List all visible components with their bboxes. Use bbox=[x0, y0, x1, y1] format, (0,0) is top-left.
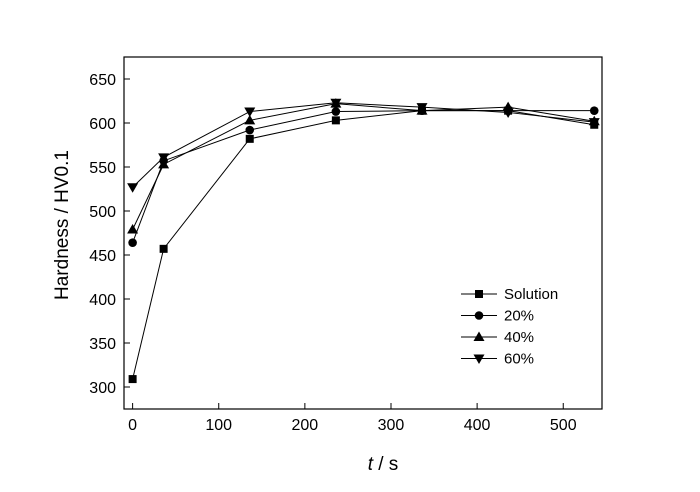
y-tick-label: 450 bbox=[89, 248, 116, 265]
x-axis-label-var: t bbox=[368, 454, 374, 475]
data-point-60 bbox=[127, 183, 139, 193]
x-axis-label: t / s bbox=[368, 454, 399, 475]
data-point-20 bbox=[589, 106, 599, 115]
legend-marker bbox=[474, 311, 484, 320]
x-tick-label: 500 bbox=[550, 417, 577, 434]
y-tick-label: 650 bbox=[89, 72, 116, 89]
data-point-20 bbox=[331, 107, 341, 116]
x-tick-label: 200 bbox=[292, 417, 319, 434]
data-point-solution bbox=[159, 244, 168, 253]
y-tick-label: 350 bbox=[89, 336, 116, 353]
data-point-60 bbox=[244, 107, 256, 118]
x-tick-label: 400 bbox=[464, 417, 491, 434]
x-tick-label: 0 bbox=[128, 417, 137, 434]
data-point-60 bbox=[158, 153, 170, 163]
data-point-solution bbox=[128, 375, 137, 384]
data-point-60 bbox=[330, 98, 342, 109]
data-point-40 bbox=[127, 223, 139, 234]
x-axis-label-unit: / s bbox=[373, 454, 398, 475]
x-tick-label: 300 bbox=[378, 417, 405, 434]
data-point-60 bbox=[502, 108, 514, 118]
data-point-20 bbox=[245, 125, 255, 135]
data-point-40 bbox=[158, 158, 170, 169]
ticks-layer: 0 100 200 300 400 500 300 350 400 450 500 550 600 650 bbox=[89, 72, 576, 434]
series-line-40 bbox=[132, 103, 595, 230]
series-layer bbox=[127, 98, 600, 384]
y-tick-label: 400 bbox=[89, 292, 116, 309]
legend-marker bbox=[473, 331, 485, 341]
y-tick-label: 550 bbox=[89, 160, 116, 177]
data-point-solution bbox=[245, 134, 254, 143]
legend-marker bbox=[475, 290, 483, 298]
series-line-20 bbox=[132, 110, 595, 243]
legend-marker bbox=[473, 354, 485, 364]
series-40 bbox=[127, 98, 600, 234]
y-axis-label: Hardness / HV0.1 bbox=[52, 150, 73, 300]
legend-label: 40% bbox=[504, 329, 534, 346]
series-60 bbox=[127, 98, 600, 193]
data-point-60 bbox=[416, 103, 428, 113]
legend-item-20: 20% bbox=[461, 308, 534, 325]
series-20 bbox=[128, 106, 599, 247]
data-point-20 bbox=[128, 238, 137, 247]
legend-item-solution: Solution bbox=[461, 286, 558, 303]
legend-item-40: 40% bbox=[461, 329, 534, 346]
y-tick-label: 500 bbox=[89, 204, 116, 221]
legend-label: 60% bbox=[504, 351, 534, 368]
y-tick-label: 300 bbox=[89, 380, 116, 397]
legend-label: 20% bbox=[504, 308, 534, 325]
plot-frame bbox=[123, 56, 603, 410]
legend-label: Solution bbox=[504, 286, 558, 303]
data-point-60 bbox=[588, 118, 600, 128]
y-tick-label: 600 bbox=[89, 116, 116, 133]
legend-item-60: 60% bbox=[461, 351, 534, 368]
data-point-40 bbox=[244, 114, 256, 125]
legend: Solution 20% 40% 60% bbox=[461, 286, 558, 368]
data-point-solution bbox=[331, 116, 340, 125]
x-tick-label: 100 bbox=[205, 417, 232, 434]
